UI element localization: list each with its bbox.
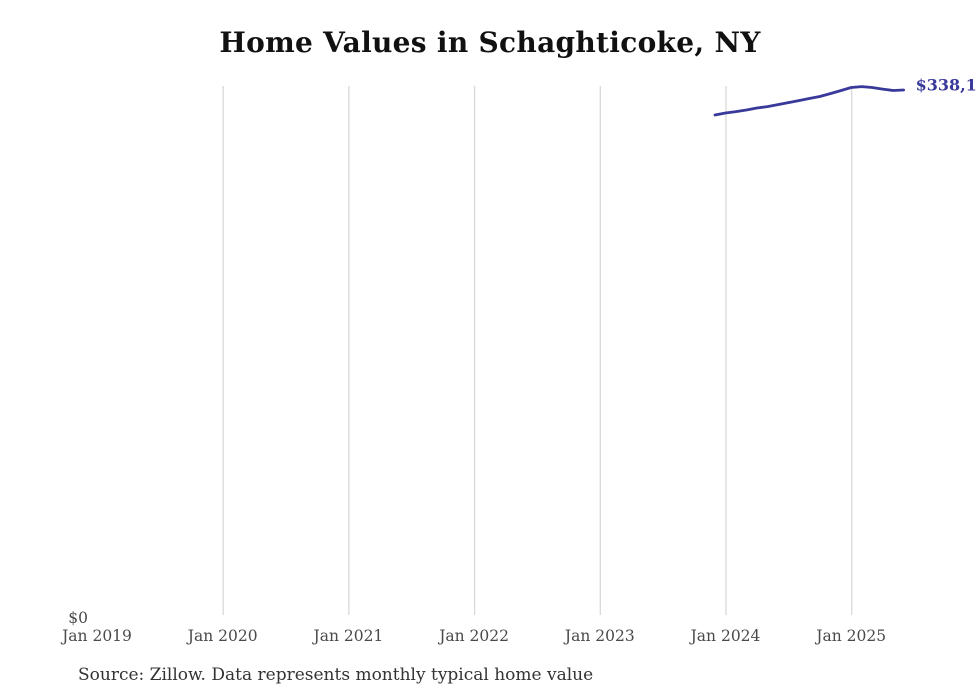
chart-title: Home Values in Schaghticoke, NY: [219, 26, 761, 59]
x-tick-label: Jan 2020: [187, 627, 258, 645]
x-tick-label: Jan 2023: [564, 627, 635, 645]
x-tick-label: Jan 2021: [313, 627, 384, 645]
y-axis-zero-label: $0: [68, 609, 88, 627]
x-tick-label: Jan 2025: [816, 627, 887, 645]
x-tick-label: Jan 2024: [690, 627, 761, 645]
source-note: Source: Zillow. Data represents monthly …: [78, 665, 594, 685]
x-tick-label: Jan 2019: [62, 627, 132, 645]
series-end-value-label: $338,1: [915, 75, 977, 95]
home-value-line: [713, 85, 905, 117]
x-tick-label: Jan 2022: [439, 627, 509, 645]
